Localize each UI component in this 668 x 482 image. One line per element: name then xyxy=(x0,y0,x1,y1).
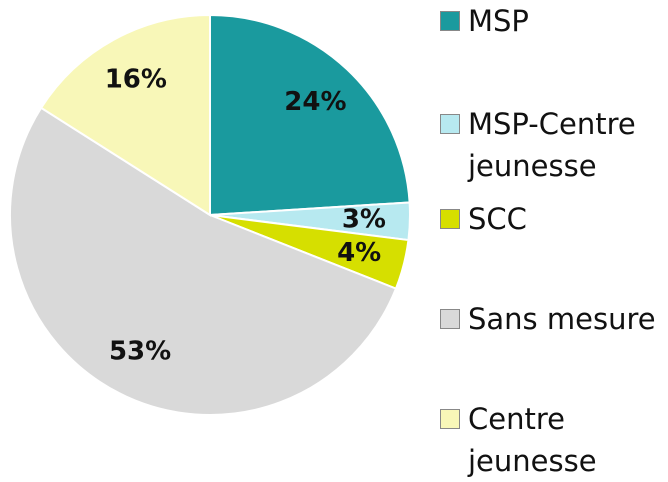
legend-item: MSP-Centre jeunesse xyxy=(440,103,668,187)
data-label: 16% xyxy=(105,65,167,95)
pie-slice xyxy=(209,13,411,217)
legend-swatch xyxy=(440,209,460,229)
legend-swatch xyxy=(440,309,460,329)
legend-label: MSP-Centre jeunesse xyxy=(468,107,636,183)
legend-item: Centre jeunesse xyxy=(440,398,668,482)
legend-item: SCC xyxy=(440,198,668,240)
legend-item: MSP xyxy=(440,0,668,42)
data-label: 4% xyxy=(337,238,381,268)
data-label: 53% xyxy=(109,337,171,367)
legend-swatch xyxy=(440,409,460,429)
data-label: 3% xyxy=(342,204,386,234)
data-label: 24% xyxy=(284,87,346,117)
legend-label: MSP xyxy=(468,4,529,38)
legend-label: SCC xyxy=(468,202,527,236)
legend-label: Centre jeunesse xyxy=(468,402,597,478)
legend-swatch xyxy=(440,114,460,134)
legend-swatch xyxy=(440,11,460,31)
legend-label: Sans mesure xyxy=(468,302,656,336)
pie-slice xyxy=(39,13,211,217)
pie-area: 24% 3% 4% 53% 16% xyxy=(9,13,411,416)
legend-item: Sans mesure xyxy=(440,298,668,340)
pie-slice xyxy=(9,106,398,416)
